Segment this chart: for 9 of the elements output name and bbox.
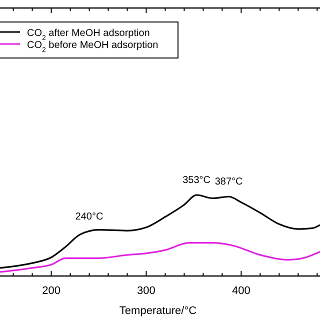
- x-axis-title: Temperature/°C: [119, 305, 197, 317]
- legend-label: CO$_{2}$ before MeOH adsorption: [27, 40, 158, 54]
- x-tick-label: 400: [232, 285, 250, 297]
- annotation: 387°C: [214, 176, 243, 188]
- x-tick-label: 300: [137, 285, 156, 297]
- annotation: 353°C: [182, 175, 211, 186]
- annotation: 240°C: [75, 211, 104, 222]
- x-tick-label: 200: [42, 285, 60, 297]
- legend-label: CO$_{2}$ after MeOH adsorption: [27, 28, 150, 42]
